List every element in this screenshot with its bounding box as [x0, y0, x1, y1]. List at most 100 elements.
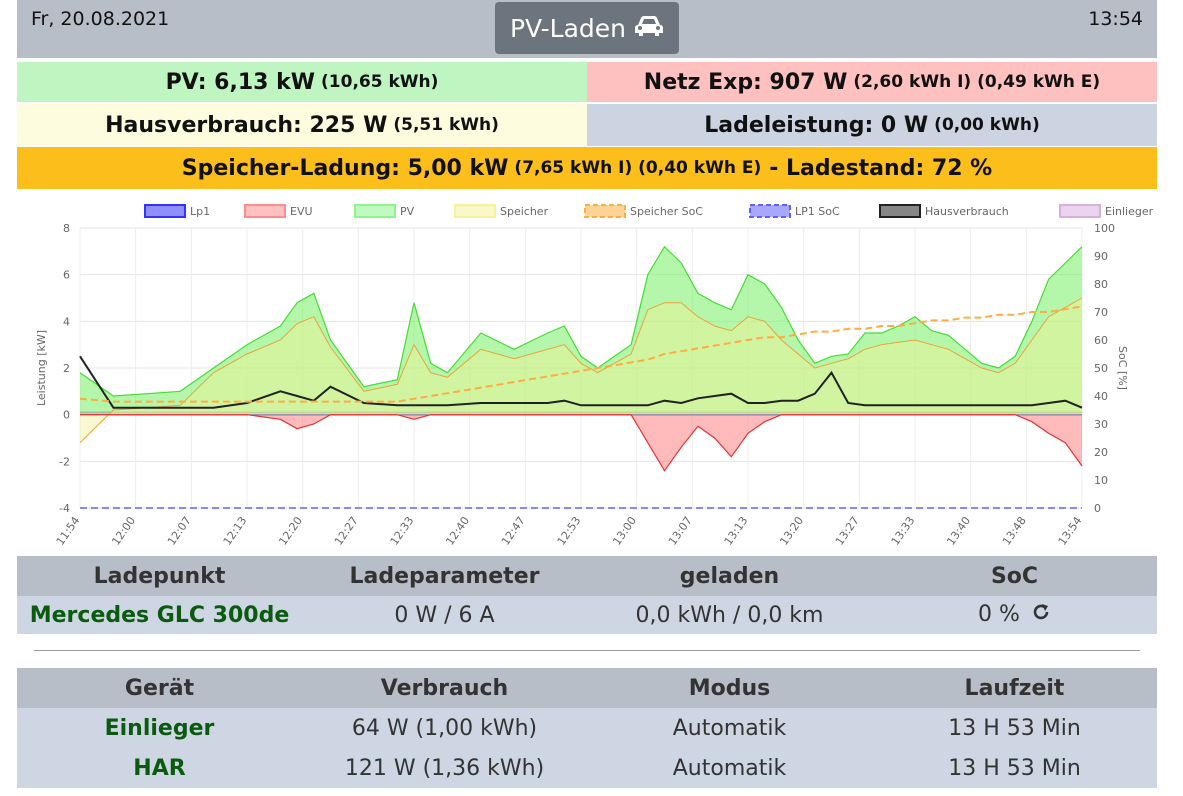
x-tick-label: 13:40: [944, 514, 973, 547]
legend-swatch: [1059, 204, 1101, 218]
col-header-ladepunkt: Ladepunkt: [93, 563, 226, 589]
summary-row-2: Hausverbrauch: 225 W (5,51 kWh) Ladeleis…: [17, 104, 1157, 146]
legend-label: Einlieger: [1105, 205, 1154, 218]
speicher-area: [80, 298, 1082, 443]
chart-series: [79, 245, 1083, 509]
geraete-table-header: Gerät Verbrauch Modus Laufzeit: [17, 668, 1157, 708]
x-tick-label: 13:48: [1000, 514, 1029, 547]
y2-tick-label: 100: [1094, 222, 1115, 235]
legend-swatch: [749, 204, 791, 218]
laufzeit-value: 13 H 53 Min: [948, 715, 1081, 741]
legend-item-speicher[interactable]: Speicher: [454, 204, 549, 218]
verbrauch-value: 121 W (1,36 kWh): [344, 755, 545, 781]
ladeparameter-value: 0 W / 6 A: [394, 602, 495, 628]
legend-label: EVU: [290, 205, 313, 218]
y-tick-label: 8: [63, 222, 70, 235]
legend-swatch: [454, 204, 496, 218]
y2-tick-label: 70: [1094, 306, 1108, 319]
speicher-line: [79, 297, 1083, 444]
date-label: Fr, 20.08.2021: [31, 8, 170, 30]
chart-legend[interactable]: Lp1 EVU PV Speicher Speicher SoC LP1 SoC Hausv…: [144, 204, 1157, 218]
y2-tick-label: 50: [1094, 362, 1108, 375]
lade-power-value: Ladeleistung: 0 W: [704, 112, 929, 138]
geraet-name[interactable]: HAR: [133, 755, 186, 781]
legend-item-lp1[interactable]: Lp1: [144, 204, 210, 218]
geraet-name[interactable]: Einlieger: [104, 715, 215, 741]
chart-canvas[interactable]: Lp1 EVU PV Speicher Speicher SoC LP1 SoC Hausv…: [17, 197, 1157, 552]
legend-swatch: [354, 204, 396, 218]
y2-axis-label: SoC [%]: [1116, 346, 1129, 390]
x-tick-label: 13:20: [777, 514, 806, 547]
x-tick-label: 12:07: [165, 514, 194, 547]
y-tick-label: 2: [63, 362, 70, 375]
legend-item-pv[interactable]: PV: [354, 204, 415, 218]
pv-energy-value: (10,65 kWh): [321, 72, 439, 92]
y-tick-label: -4: [59, 502, 70, 515]
legend-item-hausverbrauch[interactable]: Hausverbrauch: [879, 204, 1009, 218]
table-row[interactable]: Mercedes GLC 300de 0 W / 6 A 0,0 kWh / 0…: [17, 596, 1157, 634]
verbrauch-value: 64 W (1,00 kWh): [351, 715, 538, 741]
soc-value: 0 %: [978, 602, 1020, 627]
y2-tick-label: 40: [1094, 390, 1108, 403]
y-tick-label: 0: [63, 409, 70, 422]
summary-row-3: Speicher-Ladung: 5,00 kW (7,65 kWh I) (0…: [17, 147, 1157, 189]
x-tick-label: 13:27: [833, 514, 862, 547]
speicher-summary: Speicher-Ladung: 5,00 kW (7,65 kWh I) (0…: [17, 147, 1157, 189]
legend-swatch: [584, 204, 626, 218]
table-row[interactable]: HAR 121 W (1,36 kWh) Automatik 13 H 53 M…: [17, 748, 1157, 788]
col-header-ladeparameter: Ladeparameter: [349, 563, 540, 589]
hausverbrauch-line: [79, 355, 1083, 409]
legend-item-lp1-soc[interactable]: LP1 SoC: [749, 204, 840, 218]
y-tick-label: 6: [63, 269, 70, 282]
pv-power-value: PV: 6,13 kW: [165, 69, 316, 95]
x-tick-label: 13:54: [1056, 514, 1085, 547]
ladepunkt-name[interactable]: Mercedes GLC 300de: [29, 602, 290, 628]
col-header-laufzeit: Laufzeit: [964, 675, 1065, 701]
x-tick-label: 12:47: [499, 514, 528, 547]
time-label: 13:54: [1088, 8, 1143, 30]
y-tick-label: 4: [63, 315, 70, 328]
soc-cell: 0 %: [872, 602, 1157, 628]
x-tick-label: 13:00: [610, 514, 639, 547]
col-header-geraet: Gerät: [124, 675, 195, 701]
haus-summary: Hausverbrauch: 225 W (5,51 kWh): [17, 104, 587, 146]
refresh-icon[interactable]: [1031, 602, 1051, 628]
col-header-modus: Modus: [688, 675, 771, 701]
netz-power-value: Netz Exp: 907 W: [643, 69, 848, 95]
legend-swatch: [879, 204, 921, 218]
charge-mode-button[interactable]: PV-Laden: [495, 2, 679, 54]
y2-tick-label: 30: [1094, 418, 1108, 431]
pv-line: [79, 245, 1083, 397]
modus-value[interactable]: Automatik: [672, 715, 787, 741]
speicher-soc-value: - Ladestand: 72 %: [769, 155, 993, 181]
legend-label: LP1 SoC: [795, 205, 840, 218]
section-divider: [34, 650, 1140, 651]
netz-energy-value: (2,60 kWh I) (0,49 kWh E): [853, 72, 1101, 92]
modus-value[interactable]: Automatik: [672, 755, 787, 781]
table-row[interactable]: Einlieger 64 W (1,00 kWh) Automatik 13 H…: [17, 708, 1157, 748]
y2-tick-label: 60: [1094, 334, 1108, 347]
legend-item-evu[interactable]: EVU: [244, 204, 313, 218]
x-tick-label: 12:27: [332, 514, 361, 547]
speicher-soc-line: [79, 305, 1083, 403]
legend-item-einlieger[interactable]: Einlieger: [1059, 204, 1154, 218]
pv-summary: PV: 6,13 kW (10,65 kWh): [17, 62, 587, 102]
ladepunkt-table: Ladepunkt Ladeparameter geladen SoC Merc…: [17, 556, 1157, 634]
geraete-table: Gerät Verbrauch Modus Laufzeit Einlieger…: [17, 668, 1157, 788]
y-axis-label: Leistung [kW]: [35, 330, 48, 406]
col-header-verbrauch: Verbrauch: [380, 675, 509, 701]
power-chart[interactable]: Lp1 EVU PV Speicher Speicher SoC LP1 SoC Hausv…: [17, 197, 1157, 552]
x-tick-label: 13:07: [666, 514, 695, 547]
y-tick-label: -2: [59, 455, 70, 468]
lade-energy-value: (0,00 kWh): [934, 115, 1040, 135]
legend-label: Hausverbrauch: [925, 205, 1009, 218]
legend-item-speicher-soc[interactable]: Speicher SoC: [584, 204, 703, 218]
col-header-soc: SoC: [990, 563, 1039, 589]
haus-power-value: Hausverbrauch: 225 W: [105, 112, 388, 138]
speicher-power-value: Speicher-Ladung: 5,00 kW: [181, 155, 509, 181]
laufzeit-value: 13 H 53 Min: [948, 755, 1081, 781]
haus-energy-value: (5,51 kWh): [393, 115, 499, 135]
summary-row-1: PV: 6,13 kW (10,65 kWh) Netz Exp: 907 W …: [17, 62, 1157, 102]
x-tick-label: 12:33: [388, 514, 417, 547]
legend-label: Lp1: [190, 205, 210, 218]
